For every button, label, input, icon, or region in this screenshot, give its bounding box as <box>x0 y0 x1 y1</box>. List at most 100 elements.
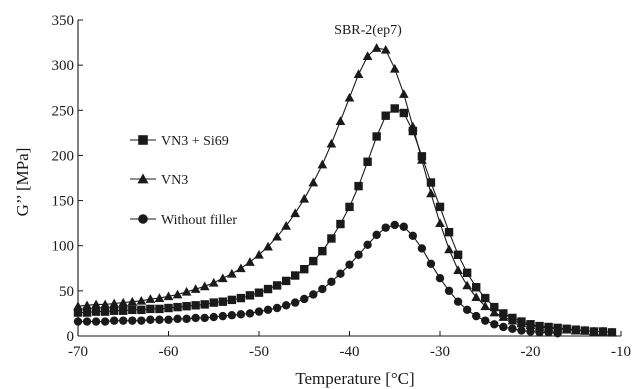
data-point <box>128 305 137 315</box>
data-point <box>335 116 346 125</box>
data-point <box>472 283 481 292</box>
data-point <box>281 221 291 230</box>
data-point <box>489 307 500 317</box>
x-tick-label: -10 <box>611 344 631 360</box>
data-point <box>363 240 372 250</box>
data-point <box>362 51 373 60</box>
data-point <box>145 294 156 303</box>
data-point <box>82 308 92 317</box>
data-point <box>525 320 536 330</box>
data-point <box>327 277 336 287</box>
data-point <box>326 138 337 148</box>
data-point <box>173 302 182 312</box>
data-point <box>508 324 517 333</box>
data-point <box>308 177 319 187</box>
data-point <box>309 256 318 266</box>
data-point <box>110 306 119 315</box>
data-point <box>136 295 147 305</box>
data-point <box>272 231 282 241</box>
data-point <box>173 314 182 324</box>
legend-item: Without filler <box>130 213 237 228</box>
data-point <box>481 316 490 325</box>
data-point <box>381 111 390 120</box>
data-point <box>444 286 454 296</box>
data-point <box>227 295 237 305</box>
data-point <box>354 250 363 259</box>
data-point <box>417 155 427 164</box>
data-point <box>444 244 454 254</box>
series-triangle <box>73 43 617 337</box>
data-point <box>164 303 173 313</box>
data-point <box>263 241 273 251</box>
y-tick-label: 200 <box>52 148 75 164</box>
data-point <box>426 178 436 187</box>
data-point <box>182 314 191 324</box>
data-point <box>317 159 328 169</box>
data-point <box>570 325 581 335</box>
data-point <box>336 219 345 229</box>
data-point <box>399 108 408 118</box>
data-point <box>281 276 291 286</box>
data-point <box>245 309 255 318</box>
data-point <box>598 326 608 336</box>
data-point <box>100 307 110 316</box>
data-point <box>380 44 391 54</box>
chart-title: SBR-2(ep7) <box>334 23 402 38</box>
data-point <box>453 297 463 306</box>
data-point <box>127 296 138 306</box>
data-point <box>579 325 590 335</box>
data-point <box>128 316 137 325</box>
legend-label: VN3 <box>161 173 188 188</box>
legend: VN3 + Si69 VN3 Without filler <box>130 134 237 228</box>
data-point <box>435 218 445 228</box>
x-tick-label: -40 <box>340 344 360 360</box>
data-point <box>353 69 364 79</box>
data-point <box>191 313 200 323</box>
data-point <box>417 244 427 253</box>
y-tick-label: 250 <box>52 103 75 119</box>
data-point <box>534 322 545 331</box>
data-point <box>318 284 327 294</box>
data-point <box>499 322 508 332</box>
data-point <box>146 315 155 324</box>
data-point <box>100 317 110 326</box>
data-point <box>345 202 354 212</box>
data-point <box>381 223 390 232</box>
x-tick-label: -60 <box>159 344 179 360</box>
data-point <box>372 230 381 240</box>
data-point <box>236 293 246 303</box>
data-point <box>453 265 463 274</box>
data-point <box>481 293 490 303</box>
data-point <box>291 271 300 280</box>
data-point <box>345 260 354 269</box>
data-point <box>190 284 201 293</box>
data-point <box>91 299 101 309</box>
data-point <box>200 300 209 309</box>
y-tick-label: 350 <box>52 13 75 29</box>
x-axis-label: Temperature [°C] <box>295 369 414 388</box>
y-axis-label: G’’ [MPa] <box>13 148 32 217</box>
data-point <box>164 315 173 324</box>
data-point <box>435 202 445 212</box>
data-point <box>272 281 282 290</box>
legend-item: VN3 <box>130 173 188 188</box>
data-point <box>390 104 399 113</box>
data-point <box>236 263 246 273</box>
data-point <box>109 298 120 308</box>
data-point <box>462 268 472 277</box>
y-tick-label: 50 <box>59 284 74 300</box>
y-tick-label: 300 <box>52 58 75 74</box>
data-point <box>209 312 218 322</box>
data-point <box>472 311 481 321</box>
data-point <box>200 313 209 323</box>
data-point <box>119 306 128 315</box>
data-point <box>309 290 318 299</box>
data-point <box>236 310 246 319</box>
data-point <box>471 292 482 302</box>
data-point <box>82 317 92 326</box>
data-point <box>435 274 445 283</box>
data-point <box>272 303 282 313</box>
y-tick-label: 100 <box>52 239 75 255</box>
legend-label: VN3 + Si69 <box>161 134 229 149</box>
